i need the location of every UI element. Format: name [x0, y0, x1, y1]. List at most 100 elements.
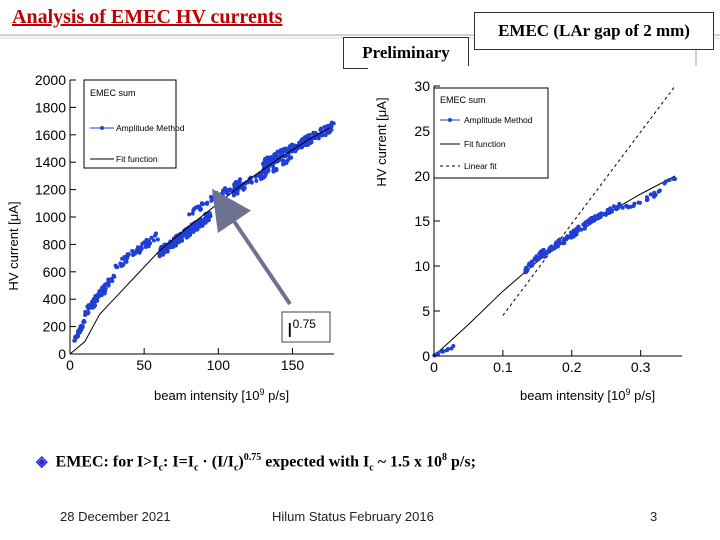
- annotation-arrow: [212, 188, 292, 306]
- legend-points-label: Amplitude Method: [464, 115, 533, 125]
- legend-fit-label: Fit function: [464, 139, 506, 149]
- y-tick-label: 20: [414, 168, 430, 184]
- data-point: [167, 245, 172, 250]
- fit-function-line: [69, 127, 330, 355]
- data-point: [613, 205, 618, 210]
- data-point: [624, 203, 629, 208]
- legend-points-dot: [448, 118, 452, 122]
- data-point: [435, 351, 440, 356]
- data-point: [130, 253, 135, 258]
- data-point: [155, 237, 160, 242]
- data-point: [557, 237, 562, 242]
- data-point: [667, 178, 672, 183]
- data-point: [86, 310, 91, 315]
- data-point: [561, 239, 566, 244]
- data-point: [76, 334, 81, 339]
- data-point: [609, 209, 614, 214]
- data-point: [157, 252, 162, 257]
- data-point: [281, 161, 286, 166]
- legend-points-dot: [100, 126, 104, 130]
- y-tick-label: 0: [58, 346, 66, 362]
- data-point: [179, 238, 184, 243]
- data-point: [564, 237, 569, 242]
- data-point: [130, 248, 135, 253]
- data-point: [143, 245, 148, 250]
- y-tick-label: 200: [43, 319, 67, 335]
- y-tick-label: 1400: [35, 154, 66, 170]
- data-point: [151, 238, 156, 243]
- data-point: [103, 286, 108, 291]
- y-axis-label-left: HV current [μA]: [6, 201, 21, 290]
- data-point: [271, 169, 276, 174]
- slide-title: Analysis of EMEC HV currents: [12, 6, 283, 28]
- data-point: [535, 255, 540, 260]
- data-point: [589, 216, 594, 221]
- x-tick-label: 0.2: [562, 359, 582, 375]
- data-point: [85, 304, 90, 309]
- x-tick-label: 100: [207, 357, 231, 373]
- data-point: [653, 192, 658, 197]
- x-tick-label: 0: [66, 357, 74, 373]
- x-tick-label: 0.1: [493, 359, 513, 375]
- legend-box: [433, 87, 549, 179]
- data-point: [147, 238, 152, 243]
- data-point: [79, 327, 84, 332]
- data-point: [174, 242, 179, 247]
- y-tick-label: 400: [43, 291, 67, 307]
- y-tick-label: 25: [414, 123, 430, 139]
- data-point: [297, 140, 302, 145]
- data-point: [326, 129, 331, 134]
- x-axis-label-right: beam intensity [109 p/s]: [520, 387, 655, 403]
- data-point: [140, 241, 145, 246]
- data-point: [137, 250, 142, 255]
- data-point: [110, 278, 115, 283]
- legend-title: EMEC sum: [440, 95, 486, 105]
- data-point: [219, 191, 224, 196]
- data-point: [179, 235, 184, 240]
- data-point: [152, 233, 157, 238]
- data-point: [123, 258, 128, 263]
- data-point: [265, 169, 270, 174]
- y-tick-label: 1000: [35, 209, 66, 225]
- preliminary-label: Preliminary: [343, 37, 469, 69]
- data-point: [139, 244, 144, 249]
- data-point: [636, 200, 641, 205]
- data-point: [263, 161, 268, 166]
- data-point: [290, 143, 295, 148]
- data-point: [196, 223, 201, 228]
- data-point: [671, 176, 676, 181]
- data-point: [316, 135, 321, 140]
- data-point: [281, 158, 286, 163]
- data-point: [573, 230, 578, 235]
- data-point: [324, 125, 329, 130]
- data-point: [200, 221, 205, 226]
- data-point: [162, 245, 167, 250]
- data-point: [192, 206, 197, 211]
- data-point: [93, 299, 98, 304]
- legend-points-label: Amplitude Method: [116, 123, 185, 133]
- data-point: [126, 252, 131, 257]
- data-point: [227, 187, 232, 192]
- data-point: [285, 158, 290, 163]
- data-point: [620, 205, 625, 210]
- data-point: [568, 234, 573, 239]
- data-point: [203, 218, 208, 223]
- y-tick-label: 1200: [35, 182, 66, 198]
- data-point: [608, 206, 613, 211]
- data-point: [89, 305, 94, 310]
- x-tick-label: 0: [430, 359, 438, 375]
- x-axis-label-left: beam intensity [109 p/s]: [154, 387, 289, 403]
- data-point: [644, 198, 649, 203]
- data-point: [75, 329, 80, 334]
- data-point: [193, 226, 198, 231]
- chart-right: 0 5 10 15 20 25 30 0 0.1 0.2 0.3 EMEC sum Amplitud…: [368, 66, 698, 406]
- data-point: [254, 178, 259, 183]
- legend-fit-label: Fit function: [116, 154, 158, 164]
- data-point: [187, 212, 192, 217]
- data-point: [582, 226, 587, 231]
- data-point: [579, 227, 584, 232]
- data-point: [242, 186, 247, 191]
- data-point: [200, 202, 205, 207]
- data-point: [160, 252, 165, 257]
- data-point: [209, 198, 214, 203]
